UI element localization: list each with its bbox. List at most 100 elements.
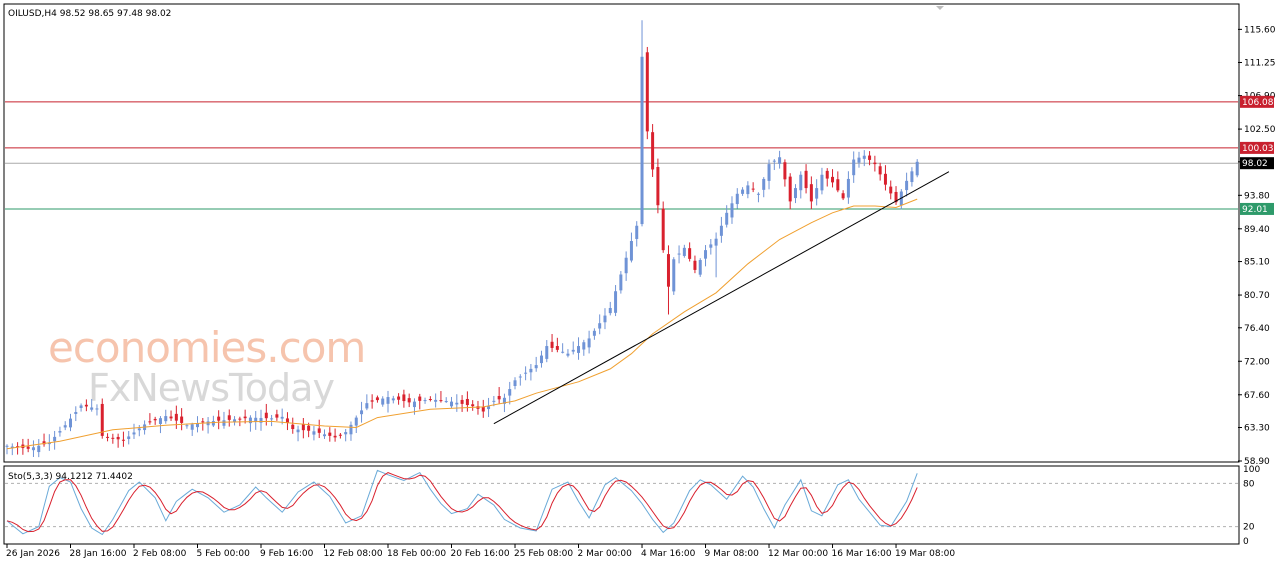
candle-body [121, 439, 125, 441]
trendline[interactable] [493, 171, 950, 425]
scroll-marker-icon[interactable] [936, 6, 944, 10]
price-tick-label: 111.25 [1244, 58, 1276, 68]
candle-body [381, 398, 385, 405]
candle-body [275, 414, 279, 418]
time-tick-label: 16 Mar 16:00 [832, 549, 892, 559]
candle-body [370, 400, 374, 402]
candle-body [577, 346, 581, 353]
candle-body [111, 437, 115, 439]
candle-body [889, 186, 893, 194]
candle-body [471, 404, 475, 407]
level-tag [1240, 202, 1274, 215]
candle-body [793, 188, 797, 199]
candle-body [333, 435, 337, 438]
candle-body [772, 160, 776, 162]
price-tick-label: 63.30 [1244, 424, 1270, 434]
candle-body [497, 395, 501, 400]
candle-body [301, 424, 305, 431]
candle-body [16, 446, 20, 448]
level-tag-label: 98.02 [1242, 159, 1268, 169]
candle-body [550, 341, 554, 348]
price-tick-label: 102.50 [1244, 125, 1276, 135]
candle-body [571, 349, 575, 352]
candle-body [566, 353, 570, 356]
candle-body [799, 174, 803, 191]
candle-body [428, 399, 432, 401]
candle-body [587, 338, 591, 348]
candle-body [555, 346, 559, 350]
candle-body [243, 416, 247, 419]
watermark-brand: economies.com [48, 323, 365, 372]
candle-body [873, 162, 877, 165]
candle-body [492, 400, 496, 402]
candle-body [238, 418, 242, 420]
candle-body [79, 405, 83, 408]
time-tick-label: 9 Mar 08:00 [705, 549, 760, 559]
price-tick-label: 58.90 [1244, 457, 1270, 467]
candle-body [751, 188, 755, 190]
candle-body [783, 162, 787, 180]
candle-body [180, 416, 184, 423]
time-axis: 26 Jan 2026 28 Jan 16:00 2 Feb 08:00 5 Feb … [6, 544, 955, 559]
candle-body [725, 212, 729, 225]
candle-body [386, 397, 390, 404]
candle-body [762, 178, 766, 190]
candle-body [434, 399, 438, 402]
candle-body [63, 425, 67, 428]
candle-body [608, 307, 612, 314]
candle-body [439, 400, 443, 402]
candle-body [360, 410, 364, 415]
candle-body [709, 244, 713, 248]
watermark: economies.com FxNewsToday [48, 323, 366, 410]
price-tick-label: 80.70 [1244, 291, 1270, 301]
candle-body [323, 434, 327, 437]
price-tick-label: 115.60 [1244, 25, 1276, 35]
candle-body [682, 247, 686, 256]
candle-body [37, 445, 41, 453]
candle-body [296, 429, 300, 433]
candle-body [307, 425, 311, 431]
time-tick-label: 9 Feb 16:00 [260, 549, 314, 559]
candle-body [635, 225, 639, 239]
level-tag [1240, 141, 1274, 154]
time-tick-label: 12 Mar 00:00 [768, 549, 828, 559]
candle-body [365, 403, 369, 409]
candle-body [211, 421, 215, 426]
candle-body [317, 428, 321, 433]
candle-body [158, 418, 162, 424]
candle-body [264, 412, 268, 419]
candle-body [910, 171, 914, 183]
candle-body [820, 174, 824, 191]
price-tick-label: 85.10 [1244, 258, 1270, 268]
time-tick-label: 28 Jan 16:00 [70, 549, 127, 559]
candle-body [714, 238, 718, 246]
candle-body [524, 372, 528, 374]
candle-body [677, 253, 681, 255]
candle-body [444, 401, 448, 403]
candle-body [518, 376, 522, 378]
candle-body [746, 185, 750, 195]
candle-body [42, 441, 46, 445]
candle-body [291, 424, 295, 430]
candle-body [704, 250, 708, 259]
candle-body [831, 176, 835, 183]
indicator-info: Sto(5,3,3) 94.1212 71.4402 [8, 472, 133, 482]
candle-body [217, 416, 221, 421]
candle-body [756, 193, 760, 195]
candle-body [661, 208, 665, 251]
trendline-line [493, 171, 950, 425]
candle-body [809, 184, 813, 202]
candle-body [915, 161, 919, 176]
candle-body [116, 436, 120, 440]
stochastic-oscillator [5, 469, 1238, 536]
candle-body [481, 406, 485, 412]
sto-tick-label: 0 [1243, 537, 1249, 547]
candle-body [905, 180, 909, 191]
time-tick-label: 26 Jan 2026 [6, 549, 60, 559]
candle-body [656, 167, 660, 206]
candle-body [285, 418, 289, 423]
sto-tick-label: 100 [1243, 465, 1260, 475]
candle-body [328, 432, 332, 436]
level-tag-label: 92.01 [1242, 205, 1268, 215]
